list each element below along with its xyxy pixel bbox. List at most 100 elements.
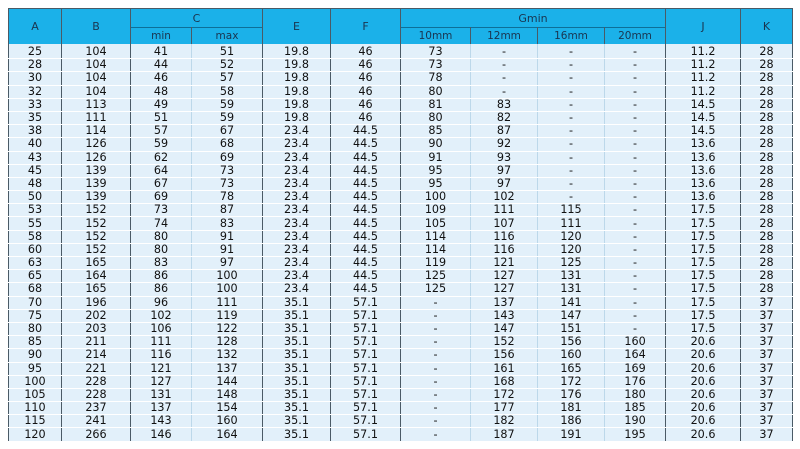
cell-c-min: 41 <box>130 44 192 60</box>
cell-e: 19.8 <box>262 44 331 60</box>
cell-f: 57.1 <box>330 401 401 416</box>
cell-e: 35.1 <box>262 388 331 403</box>
cell-b: 114 <box>61 124 131 139</box>
cell-c-min: 48 <box>130 85 192 99</box>
cell-g-20mm: - <box>603 177 666 192</box>
cell-g-12mm: 116 <box>470 230 538 244</box>
header-gmin: Gmin <box>399 8 667 28</box>
table-row: 63 165 83 97 23.4 44.5 119 121 125-17.5 28 <box>8 256 793 271</box>
cell-g-16mm: 147 <box>537 309 605 323</box>
cell-a: 25 <box>8 44 62 60</box>
cell-g-10mm: 114 <box>400 230 471 244</box>
cell-f: 57.1 <box>330 322 401 337</box>
cell-a: 45 <box>8 164 62 178</box>
cell-f: 44.5 <box>330 282 401 297</box>
cell-a: 100 <box>8 375 62 389</box>
cell-c-min: 102 <box>130 309 192 323</box>
cell-g-20mm: - <box>603 71 666 86</box>
header-c: C <box>130 8 263 28</box>
cell-g-10mm: 100 <box>400 190 471 205</box>
cell-j: 20.6 <box>665 414 741 429</box>
cell-k: 28 <box>740 203 793 218</box>
cell-g-10mm: 95 <box>400 164 471 178</box>
cell-c-max: 164 <box>191 427 263 442</box>
cell-j: 17.5 <box>665 243 741 258</box>
cell-e: 35.1 <box>262 427 331 442</box>
cell-c-min: 80 <box>130 230 192 244</box>
cell-c-max: 154 <box>191 401 263 416</box>
cell-b: 164 <box>61 269 131 284</box>
table-row: 33 113 49 59 19.8 46 81 83- -14.5 28 <box>8 98 793 112</box>
cell-e: 23.4 <box>262 190 331 205</box>
cell-a: 38 <box>8 124 62 139</box>
cell-a: 90 <box>8 348 62 363</box>
cell-g-10mm: 73 <box>400 44 471 60</box>
cell-g-12mm: 93 <box>470 151 538 165</box>
cell-k: 37 <box>740 427 793 442</box>
cell-c-max: 73 <box>191 177 263 192</box>
cell-g-10mm: - <box>400 375 471 389</box>
table-row: 55 152 74 83 23.4 44.5 105 107 111-17.5 28 <box>8 216 793 231</box>
header-a: A <box>8 8 62 44</box>
cell-g-12mm: 107 <box>470 216 538 231</box>
cell-f: 44.5 <box>330 151 401 165</box>
cell-k: 37 <box>740 388 793 403</box>
cell-j: 20.6 <box>665 388 741 403</box>
cell-a: 48 <box>8 177 62 192</box>
cell-c-min: 62 <box>130 151 192 165</box>
cell-b: 165 <box>61 282 131 297</box>
cell-a: 55 <box>8 216 62 231</box>
cell-g-20mm: - <box>603 111 666 126</box>
cell-g-10mm: 80 <box>400 85 471 99</box>
cell-c-min: 106 <box>130 322 192 337</box>
cell-c-min: 69 <box>130 190 192 205</box>
cell-c-max: 100 <box>191 269 263 284</box>
cell-g-12mm: 127 <box>470 282 538 297</box>
cell-g-20mm: - <box>603 44 666 60</box>
cell-c-min: 67 <box>130 177 192 192</box>
cell-j: 17.5 <box>665 282 741 297</box>
cell-g-20mm: 185 <box>603 401 666 416</box>
table-row: 58 152 80 91 23.4 44.5 114 116 120-17.5 28 <box>8 230 793 244</box>
cell-k: 28 <box>740 85 793 99</box>
cell-e: 23.4 <box>262 269 331 284</box>
cell-g-12mm: 97 <box>470 164 538 178</box>
cell-a: 35 <box>8 111 62 126</box>
cell-k: 37 <box>740 362 793 376</box>
cell-g-12mm: - <box>470 85 538 99</box>
cell-j: 17.5 <box>665 216 741 231</box>
cell-a: 70 <box>8 296 62 310</box>
cell-g-12mm: 83 <box>470 98 538 112</box>
cell-b: 152 <box>61 230 131 244</box>
cell-g-20mm: - <box>603 203 666 218</box>
cell-e: 19.8 <box>262 71 331 86</box>
cell-e: 23.4 <box>262 177 331 192</box>
cell-c-max: 91 <box>191 243 263 258</box>
cell-g-10mm: - <box>400 401 471 416</box>
cell-g-20mm: 180 <box>603 388 666 403</box>
cell-k: 28 <box>740 137 793 152</box>
cell-g-20mm: - <box>603 322 666 337</box>
cell-g-12mm: 152 <box>470 335 538 350</box>
cell-c-min: 74 <box>130 216 192 231</box>
cell-c-max: 128 <box>191 335 263 350</box>
cell-c-max: 160 <box>191 414 263 429</box>
header-b: B <box>61 8 131 44</box>
cell-e: 23.4 <box>262 124 331 139</box>
cell-e: 23.4 <box>262 230 331 244</box>
cell-g-20mm: 169 <box>603 362 666 376</box>
cell-j: 17.5 <box>665 322 741 337</box>
cell-j: 17.5 <box>665 296 741 310</box>
cell-e: 35.1 <box>262 375 331 389</box>
cell-j: 20.6 <box>665 348 741 363</box>
cell-f: 44.5 <box>330 190 401 205</box>
cell-g-16mm: 115 <box>537 203 605 218</box>
cell-g-20mm: - <box>603 216 666 231</box>
cell-b: 104 <box>61 44 131 60</box>
cell-b: 104 <box>61 71 131 86</box>
cell-a: 75 <box>8 309 62 323</box>
cell-j: 13.6 <box>665 164 741 178</box>
cell-b: 152 <box>61 243 131 258</box>
cell-g-16mm: 181 <box>537 401 605 416</box>
cell-k: 28 <box>740 44 793 60</box>
